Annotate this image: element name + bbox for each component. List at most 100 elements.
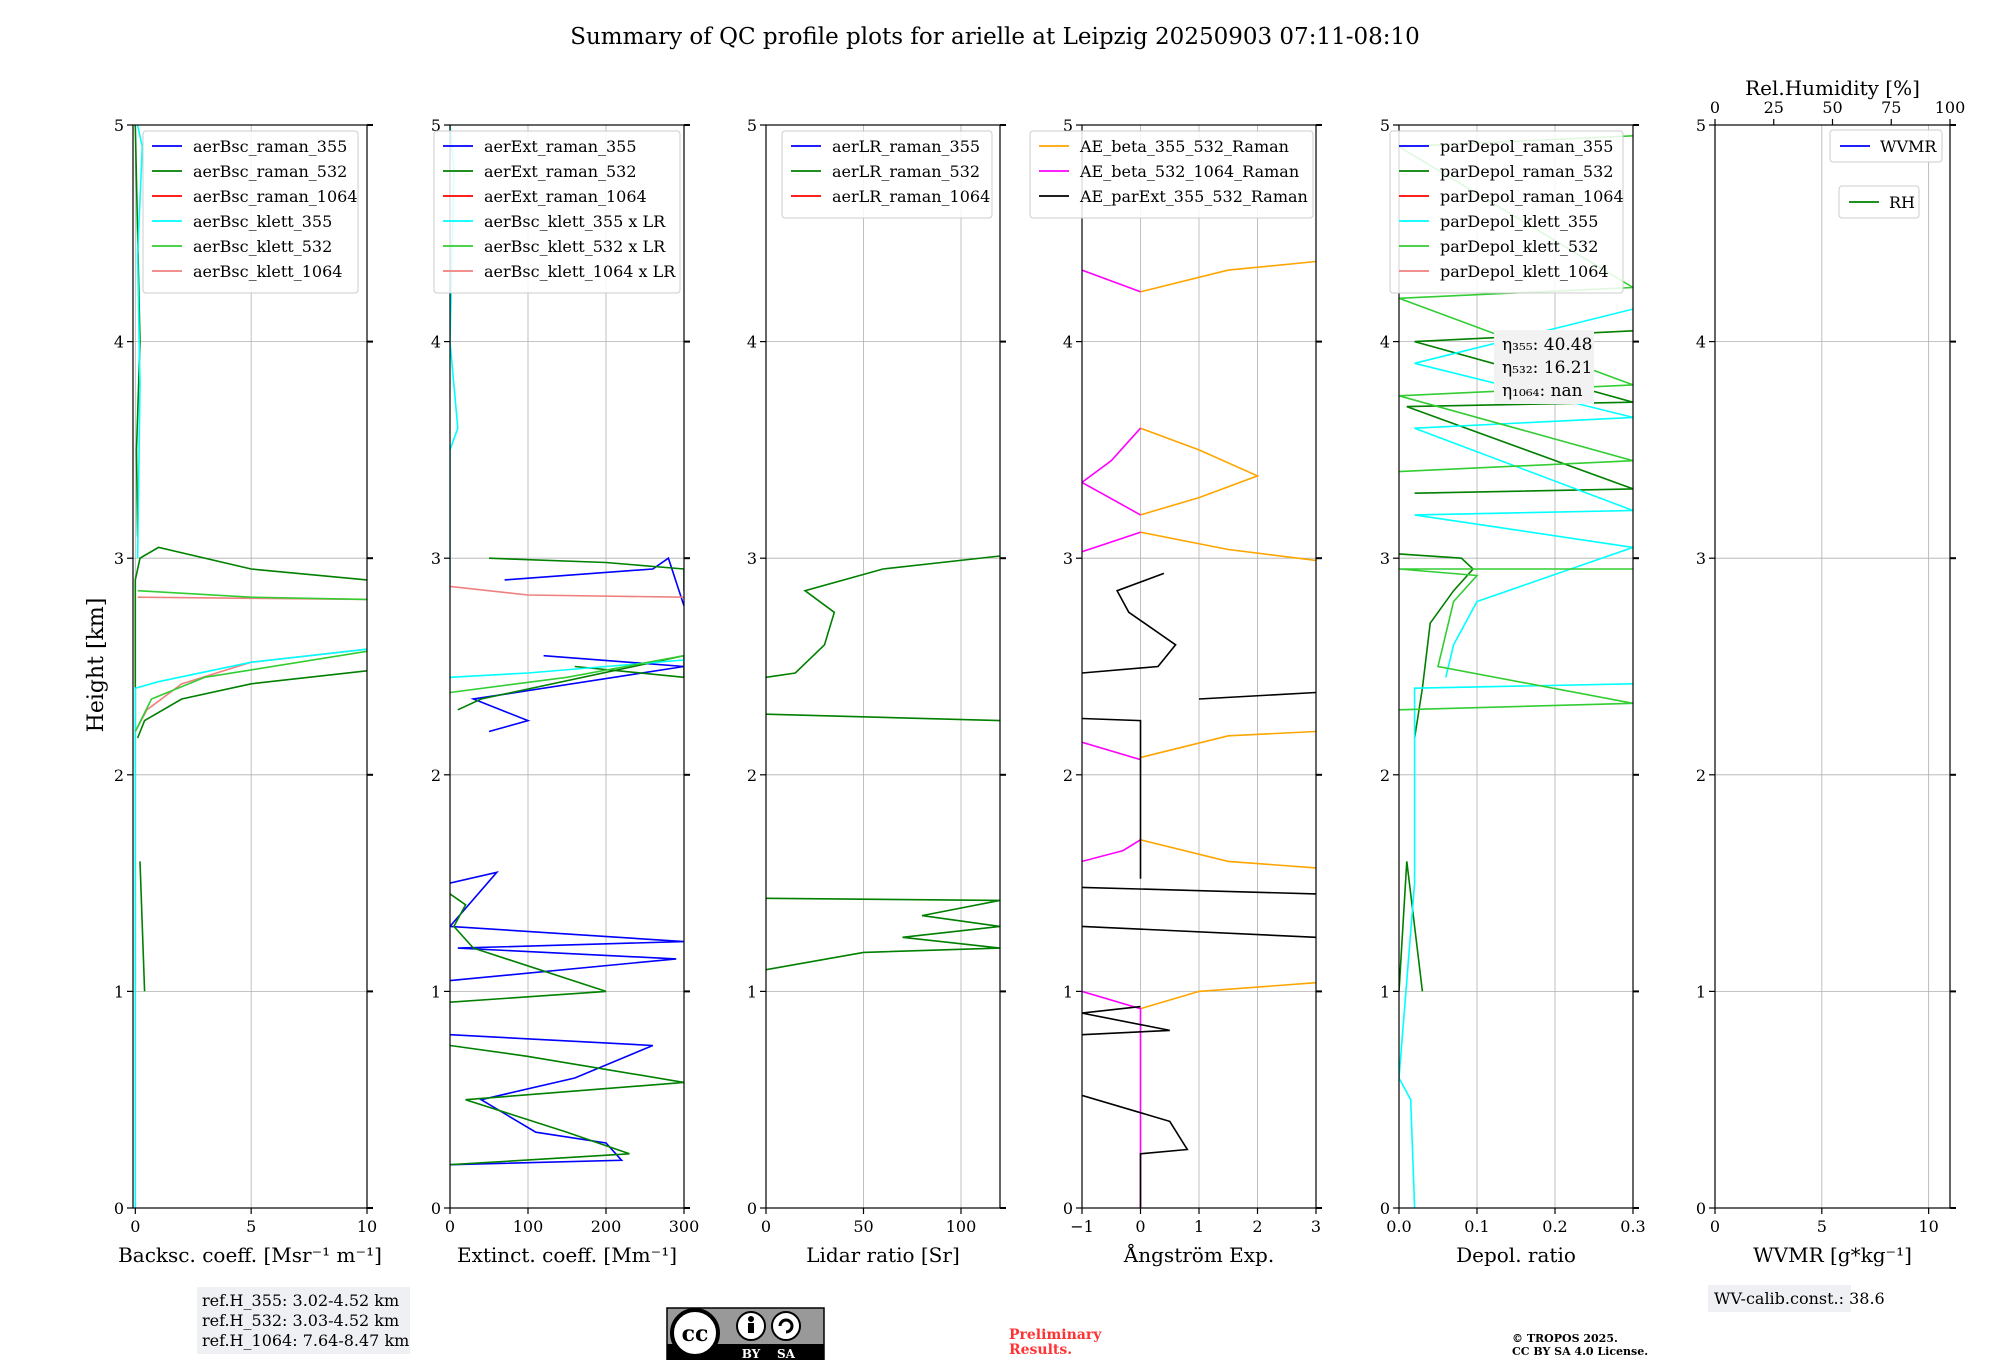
- y-tick-label: 1: [1696, 982, 1706, 1001]
- x-axis-label-bsc: Backsc. coeff. [Msr⁻¹ m⁻¹]: [118, 1243, 382, 1267]
- legend-label: aerBsc_raman_355: [193, 137, 347, 156]
- x-tick-label: 3: [1311, 1217, 1321, 1236]
- x-tick-label: −1: [1070, 1217, 1094, 1236]
- axes-frame: [765, 124, 1001, 1209]
- series-line-aerlr-raman-532: [766, 713, 1000, 722]
- sa-arrow: [778, 1318, 794, 1334]
- legend-label: AE_beta_355_532_Raman: [1079, 137, 1289, 156]
- y-tick-label: 2: [1696, 766, 1706, 785]
- x-axis-label-ae: Ångström Exp.: [1123, 1242, 1274, 1267]
- x-tick-label: 0: [1710, 1217, 1720, 1236]
- top-tick-label: 25: [1764, 98, 1784, 117]
- legend-frame: [1389, 130, 1624, 294]
- x-tick-label: 0: [1135, 1217, 1145, 1236]
- x-tick-label: 200: [591, 1217, 622, 1236]
- x-tick-label: 300: [669, 1217, 700, 1236]
- legend-label: aerExt_raman_1064: [484, 187, 647, 206]
- y-tick-label: 3: [1696, 549, 1706, 568]
- y-tick-label: 1: [1380, 982, 1390, 1001]
- top-tick-label: 0: [1710, 98, 1720, 117]
- y-tick-label: 4: [431, 333, 441, 352]
- x-tick-label: 5: [1817, 1217, 1827, 1236]
- y-tick-label: 0: [1696, 1199, 1706, 1218]
- legend-label: aerBsc_klett_1064 x LR: [484, 262, 676, 281]
- ref-h-532: ref.H_532: 3.03-4.52 km: [202, 1311, 399, 1330]
- x-axis-label-wv: WVMR [g*kg⁻¹]: [1753, 1243, 1912, 1267]
- eta-annotation: η₃₅₅: 40.48 η₅₃₂: 16.21 η₁₀₆₄: nan: [1494, 330, 1594, 404]
- legend-label: aerExt_raman_532: [484, 162, 637, 181]
- eta-532: η₅₃₂: 16.21: [1502, 358, 1592, 378]
- series-group-bsc: [134, 125, 367, 1208]
- panel-depol: 0 1 2 3 4 5 0.0 0.1 0.2 0.3 Depol. ratio parDepol_r…: [1380, 116, 1646, 1267]
- legend-label: parDepol_klett_1064: [1440, 262, 1609, 281]
- cc-circle-icon: [670, 1308, 720, 1358]
- y-tick-label: 1: [114, 982, 124, 1001]
- legend-frame: [1829, 129, 1943, 163]
- legend-label: AE_parExt_355_532_Raman: [1079, 187, 1308, 206]
- top-tick-label: 100: [1935, 98, 1966, 117]
- series-line-aerlr-raman-532: [766, 555, 1000, 679]
- x-tick-label: 2: [1252, 1217, 1262, 1236]
- y-tick-label: 0: [431, 1199, 441, 1218]
- top-axis-label: Rel.Humidity [%]: [1745, 76, 1920, 100]
- series-line-aerext-raman-355: [504, 556, 684, 607]
- series-line-pardepol-klett-532: [1399, 568, 1633, 711]
- legend-label: aerBsc_klett_355 x LR: [484, 212, 666, 231]
- y-tick-label: 0: [1063, 1199, 1073, 1218]
- series-line-ae-beta-355-532-raman: [1140, 839, 1316, 869]
- series-line-aerbsc-klett-532-x-lr: [450, 654, 684, 694]
- wv-calib-background: [1708, 1285, 1851, 1312]
- legend-label: aerBsc_klett_355: [193, 212, 332, 231]
- by-person-head: [748, 1316, 754, 1322]
- x-axis-label-lr: Lidar ratio [Sr]: [806, 1243, 960, 1267]
- y-axis-label: Height [km]: [84, 598, 109, 733]
- legend-frame: [781, 130, 993, 219]
- axes-frame: [1398, 124, 1634, 1209]
- legend-label: parDepol_raman_532: [1440, 162, 1613, 181]
- series-line-aerbsc-raman-532: [134, 546, 367, 732]
- series-line-aerbsc-klett-532: [137, 589, 367, 601]
- y-tick-label: 2: [431, 766, 441, 785]
- y-tick-label: 5: [1380, 116, 1390, 135]
- series-line-aerext-raman-355: [450, 870, 684, 982]
- series-line-ae-beta-532-1064-raman: [1082, 427, 1142, 516]
- legend-label: aerLR_raman_1064: [832, 187, 990, 206]
- y-tick-label: 3: [1063, 549, 1073, 568]
- legend-label: RH: [1889, 193, 1915, 212]
- legend-label: aerBsc_klett_1064: [193, 262, 342, 281]
- legend-label: aerBsc_klett_532 x LR: [484, 237, 666, 256]
- series-line-aerbsc-klett-532: [134, 650, 367, 732]
- legend-label: parDepol_raman_355: [1440, 137, 1613, 156]
- legend-label: aerBsc_raman_532: [193, 162, 347, 181]
- cc-text: cc: [682, 1321, 709, 1347]
- panel-bsc: 0 1 2 3 4 5 0 5 10 Backsc. coeff. [Msr⁻¹ m⁻¹] aerB…: [114, 116, 382, 1267]
- series-line-ae-parext-355-532-raman: [1082, 1094, 1189, 1208]
- ref-height-background: [197, 1287, 410, 1354]
- y-tick-label: 5: [431, 116, 441, 135]
- y-tick-label: 5: [114, 116, 124, 135]
- series-line-ae-beta-532-1064-raman: [1082, 839, 1141, 863]
- preliminary-line-1: Preliminary: [1009, 1327, 1102, 1343]
- legend-label: aerExt_raman_355: [484, 137, 637, 156]
- series-line-ae-beta-355-532-raman: [1140, 730, 1316, 759]
- legend-label: parDepol_klett_355: [1440, 212, 1598, 231]
- legend-lr: aerLR_raman_355 aerLR_raman_532 aerLR_rama…: [781, 130, 993, 219]
- wv-calib-text: WV-calib.const.: 38.6: [1714, 1289, 1885, 1308]
- legend-label: WVMR: [1880, 137, 1937, 156]
- x-axis-label-ext: Extinct. coeff. [Mm⁻¹]: [457, 1243, 677, 1267]
- series-line-ae-beta-532-1064-raman: [1082, 531, 1141, 553]
- y-tick-label: 3: [114, 549, 124, 568]
- series-line-aerext-raman-532: [450, 893, 607, 1003]
- x-tick-label: 0: [130, 1217, 140, 1236]
- legend-depol: parDepol_raman_355 parDepol_raman_532 parD…: [1389, 130, 1624, 294]
- series-line-aerbsc-raman-532: [139, 861, 146, 992]
- y-tick-label: 4: [1696, 333, 1706, 352]
- x-tick-label: 100: [946, 1217, 977, 1236]
- x-tick-label: 1: [1194, 1217, 1204, 1236]
- series-line-aerbsc-klett-355-x-lr: [450, 659, 684, 679]
- copyright-line-2: CC BY SA 4.0 License.: [1512, 1345, 1648, 1358]
- series-line-aerext-raman-532: [457, 654, 684, 711]
- axes-frame: [132, 124, 368, 1209]
